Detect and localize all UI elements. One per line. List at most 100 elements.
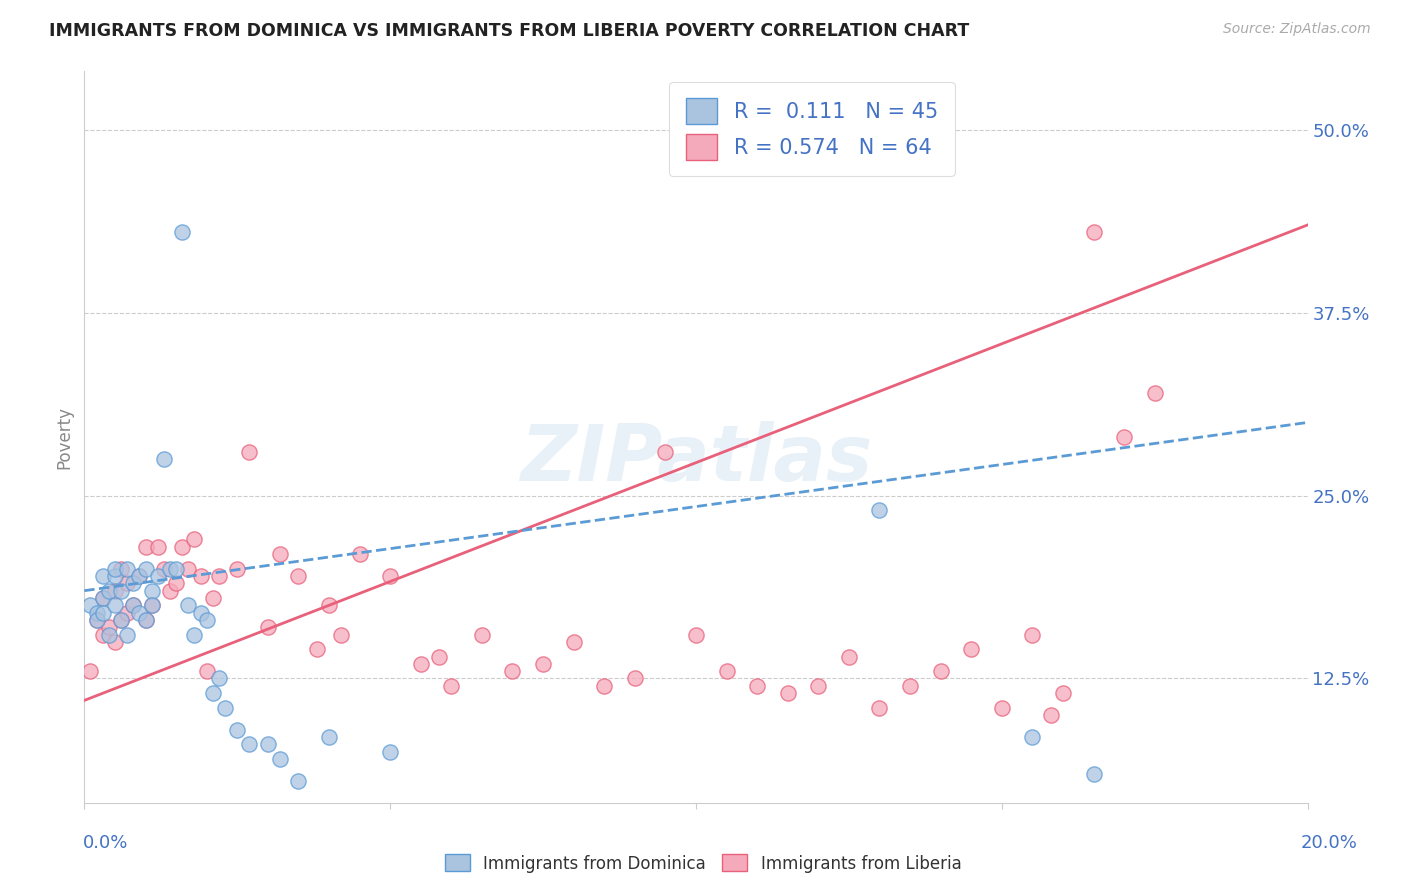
- Point: [869, 503, 891, 517]
- Point: [172, 225, 194, 239]
- Point: [141, 599, 163, 613]
- Point: [165, 562, 187, 576]
- Point: [128, 569, 150, 583]
- Point: [146, 540, 169, 554]
- Point: [183, 627, 205, 641]
- Point: [128, 606, 150, 620]
- Text: IMMIGRANTS FROM DOMINICA VS IMMIGRANTS FROM LIBERIA POVERTY CORRELATION CHART: IMMIGRANTS FROM DOMINICA VS IMMIGRANTS F…: [49, 22, 970, 40]
- Point: [685, 627, 707, 641]
- Point: [195, 613, 218, 627]
- Point: [349, 547, 371, 561]
- Point: [226, 723, 249, 737]
- Point: [190, 569, 212, 583]
- Point: [135, 613, 157, 627]
- Point: [330, 627, 353, 641]
- Point: [165, 576, 187, 591]
- Point: [380, 569, 402, 583]
- Point: [929, 664, 952, 678]
- Point: [115, 627, 138, 641]
- Point: [97, 620, 120, 634]
- Point: [122, 599, 145, 613]
- Point: [380, 745, 402, 759]
- Point: [153, 452, 176, 467]
- Point: [79, 664, 101, 678]
- Point: [716, 664, 738, 678]
- Point: [287, 569, 309, 583]
- Legend: Immigrants from Dominica, Immigrants from Liberia: Immigrants from Dominica, Immigrants fro…: [437, 847, 969, 880]
- Point: [562, 635, 585, 649]
- Point: [1083, 225, 1105, 239]
- Point: [110, 562, 132, 576]
- Point: [1021, 730, 1043, 744]
- Point: [287, 773, 309, 788]
- Point: [226, 562, 249, 576]
- Text: 20.0%: 20.0%: [1301, 834, 1357, 852]
- Point: [1143, 386, 1166, 401]
- Point: [86, 606, 108, 620]
- Point: [110, 583, 132, 598]
- Point: [115, 606, 138, 620]
- Point: [898, 679, 921, 693]
- Point: [318, 599, 340, 613]
- Point: [91, 569, 114, 583]
- Point: [79, 599, 101, 613]
- Point: [97, 583, 120, 598]
- Point: [91, 591, 114, 605]
- Point: [115, 576, 138, 591]
- Point: [502, 664, 524, 678]
- Point: [141, 599, 163, 613]
- Point: [97, 627, 120, 641]
- Point: [1021, 627, 1043, 641]
- Point: [838, 649, 860, 664]
- Point: [960, 642, 983, 657]
- Point: [115, 562, 138, 576]
- Point: [238, 444, 260, 458]
- Point: [305, 642, 328, 657]
- Point: [269, 752, 291, 766]
- Point: [269, 547, 291, 561]
- Point: [177, 599, 200, 613]
- Point: [471, 627, 494, 641]
- Point: [86, 613, 108, 627]
- Point: [135, 540, 157, 554]
- Point: [104, 562, 127, 576]
- Point: [1052, 686, 1074, 700]
- Point: [807, 679, 830, 693]
- Point: [104, 635, 127, 649]
- Point: [195, 664, 218, 678]
- Point: [257, 737, 280, 751]
- Point: [427, 649, 450, 664]
- Point: [409, 657, 432, 671]
- Point: [122, 599, 145, 613]
- Legend: R =  0.111   N = 45, R = 0.574   N = 64: R = 0.111 N = 45, R = 0.574 N = 64: [669, 82, 955, 177]
- Point: [747, 679, 769, 693]
- Point: [104, 599, 127, 613]
- Point: [91, 591, 114, 605]
- Point: [201, 591, 224, 605]
- Text: 0.0%: 0.0%: [83, 834, 128, 852]
- Point: [1083, 766, 1105, 780]
- Point: [654, 444, 676, 458]
- Point: [318, 730, 340, 744]
- Point: [135, 562, 157, 576]
- Point: [593, 679, 616, 693]
- Point: [776, 686, 799, 700]
- Point: [172, 540, 194, 554]
- Point: [208, 672, 231, 686]
- Point: [110, 613, 132, 627]
- Point: [208, 569, 231, 583]
- Point: [624, 672, 647, 686]
- Point: [91, 606, 114, 620]
- Text: ZIPatlas: ZIPatlas: [520, 421, 872, 497]
- Point: [104, 583, 127, 598]
- Point: [190, 606, 212, 620]
- Point: [122, 576, 145, 591]
- Point: [257, 620, 280, 634]
- Point: [214, 700, 236, 714]
- Point: [159, 583, 181, 598]
- Point: [153, 562, 176, 576]
- Point: [104, 569, 127, 583]
- Point: [991, 700, 1014, 714]
- Point: [110, 613, 132, 627]
- Point: [141, 583, 163, 598]
